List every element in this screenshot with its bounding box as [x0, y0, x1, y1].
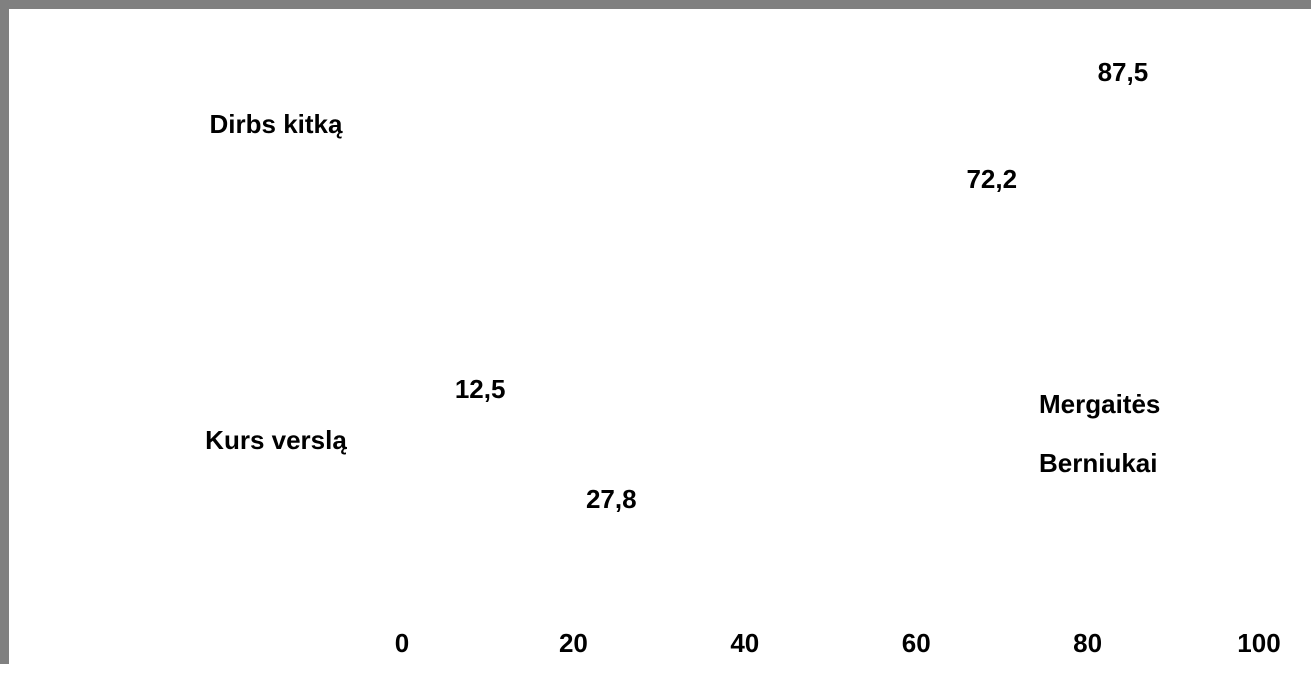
x-tick-label-80: 80	[1073, 628, 1102, 658]
legend-label-mergaites: Mergaitės	[1039, 389, 1160, 419]
bar-chart: Dirbs kitką Kurs verslą 87,5 12,5 72,2 27,8 0 2…	[205, 34, 1281, 658]
value-label-berniukai-2: 27,8	[586, 484, 637, 514]
category-label-1: Dirbs kitką	[210, 109, 343, 139]
x-tick-label-0: 0	[395, 628, 409, 658]
x-tick-label-40: 40	[730, 628, 759, 658]
bar-mergaites-1	[402, 34, 1152, 86]
x-tick-label-60: 60	[902, 628, 931, 658]
legend-label-berniukai: Berniukai	[1039, 448, 1158, 478]
value-label-mergaites-1: 87,5	[1098, 57, 1149, 87]
bar-berniukai-1	[402, 141, 1021, 193]
value-label-berniukai-1: 72,2	[966, 164, 1017, 194]
value-label-mergaites-2: 12,5	[455, 374, 506, 404]
x-tick-label-20: 20	[559, 628, 588, 658]
category-label-2: Kurs verslą	[205, 425, 347, 455]
x-tick-label-100: 100	[1237, 628, 1280, 658]
